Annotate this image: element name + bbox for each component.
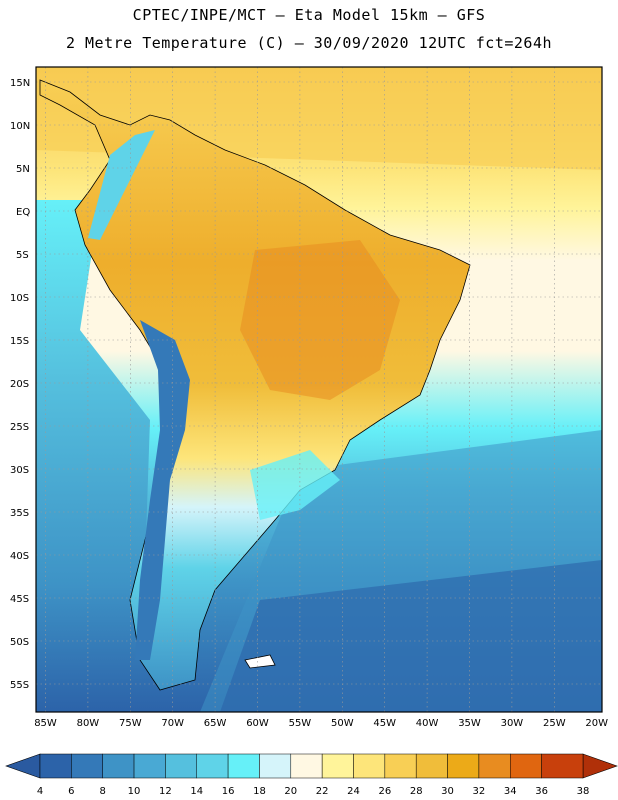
lon-label: 30W [501, 718, 524, 729]
legend-value: 16 [222, 786, 235, 797]
legend-swatch [384, 753, 417, 779]
lat-label: EQ [16, 207, 30, 218]
lon-label: 75W [119, 718, 142, 729]
lon-label: 80W [77, 718, 100, 729]
legend-swatch [353, 753, 386, 779]
legend-swatch [415, 753, 448, 779]
legend-value: 18 [253, 786, 266, 797]
lon-label: 65W [204, 718, 227, 729]
legend-value: 30 [441, 786, 454, 797]
lon-label: 70W [161, 718, 184, 729]
legend-value: 32 [473, 786, 486, 797]
lon-label: 85W [34, 718, 57, 729]
legend-swatch [165, 753, 197, 779]
field-layer [36, 67, 602, 712]
legend-swatch [447, 753, 480, 779]
lat-label: 55S [10, 680, 29, 691]
color-legend: 4 6 8 10 12 14 16 18 20 22 24 26 28 30 3… [5, 753, 618, 797]
andes-south-cold [135, 320, 190, 660]
legend-value: 4 [37, 786, 43, 797]
legend-swatch [102, 753, 135, 779]
lat-label: 45S [10, 594, 29, 605]
legend-value: 24 [347, 786, 360, 797]
lon-label: 45W [373, 718, 396, 729]
legend-swatch [510, 753, 542, 779]
legend-value: 14 [190, 786, 203, 797]
lon-label: 50W [331, 718, 354, 729]
legend-swatch [39, 753, 72, 779]
legend-swatch [321, 753, 354, 779]
lat-label: 20S [10, 379, 29, 390]
legend-swatch [290, 753, 323, 779]
legend-swatch [71, 753, 103, 779]
legend-value: 36 [535, 786, 548, 797]
legend-arrow-high [582, 753, 618, 779]
legend-value: 22 [316, 786, 329, 797]
legend-value: 12 [159, 786, 172, 797]
lat-label: 25S [10, 422, 29, 433]
latitude-labels: 15N 10N 5N EQ 5S 10S 15S 20S 25S 30S 35S… [10, 78, 30, 691]
legend-value: 10 [128, 786, 141, 797]
central-brazil-hot [240, 240, 400, 400]
pacific-field [36, 200, 150, 712]
legend-swatch [259, 753, 292, 779]
map-title-line-2: 2 Metre Temperature (C) – 30/09/2020 12U… [65, 34, 553, 52]
legend-value: 34 [504, 786, 517, 797]
longitude-labels: 85W 80W 75W 70W 65W 60W 55W 50W 45W 40W … [34, 718, 608, 729]
legend-swatch [541, 753, 584, 779]
lat-label: 40S [10, 551, 29, 562]
legend-swatch [478, 753, 511, 779]
legend-swatch [196, 753, 229, 779]
lon-label: 25W [543, 718, 566, 729]
lat-label: 10N [10, 121, 30, 132]
andes-north-cold [88, 130, 155, 240]
lat-label: 15N [10, 78, 30, 89]
legend-arrow-low [5, 753, 41, 779]
legend-value: 28 [410, 786, 423, 797]
lat-label: 50S [10, 637, 29, 648]
lat-label: 5N [16, 164, 30, 175]
legend-value: 20 [284, 786, 297, 797]
lon-label: 35W [458, 718, 481, 729]
legend-swatch [133, 753, 166, 779]
lon-label: 55W [289, 718, 312, 729]
legend-value: 38 [577, 786, 590, 797]
lat-label: 10S [10, 293, 29, 304]
lat-label: 15S [10, 336, 29, 347]
lat-label: 30S [10, 465, 29, 476]
lon-label: 20W [585, 718, 608, 729]
legend-value: 8 [100, 786, 106, 797]
southeast-cool-patch [250, 450, 340, 520]
lat-label: 5S [16, 250, 29, 261]
lon-label: 60W [246, 718, 269, 729]
falkland-islands [244, 654, 276, 669]
map-border [35, 66, 603, 713]
lat-label: 35S [10, 508, 29, 519]
lon-label: 40W [416, 718, 439, 729]
legend-value: 26 [378, 786, 391, 797]
legend-swatch [227, 753, 260, 779]
map-title-line-1: CPTEC/INPE/MCT – Eta Model 15km – GFS [132, 6, 486, 24]
legend-value: 6 [68, 786, 74, 797]
